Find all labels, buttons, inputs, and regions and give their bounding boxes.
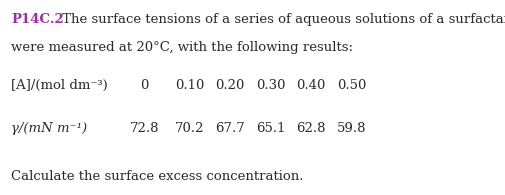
- Text: were measured at 20°C, with the following results:: were measured at 20°C, with the followin…: [11, 41, 352, 54]
- Text: 72.8: 72.8: [129, 122, 159, 135]
- Text: 65.1: 65.1: [256, 122, 285, 135]
- Text: P14C.2: P14C.2: [11, 13, 64, 26]
- Text: 59.8: 59.8: [336, 122, 366, 135]
- Text: 62.8: 62.8: [296, 122, 325, 135]
- Text: [A]/(mol dm⁻³): [A]/(mol dm⁻³): [11, 79, 108, 92]
- Text: 0.20: 0.20: [215, 79, 244, 92]
- Text: 0: 0: [140, 79, 148, 92]
- Text: 0.50: 0.50: [336, 79, 366, 92]
- Text: The surface tensions of a series of aqueous solutions of a surfactant A: The surface tensions of a series of aque…: [58, 13, 505, 26]
- Text: γ/(mN m⁻¹): γ/(mN m⁻¹): [11, 122, 87, 135]
- Text: 0.10: 0.10: [175, 79, 204, 92]
- Text: 0.40: 0.40: [296, 79, 325, 92]
- Text: 70.2: 70.2: [175, 122, 204, 135]
- Text: 0.30: 0.30: [256, 79, 285, 92]
- Text: 67.7: 67.7: [215, 122, 244, 135]
- Text: Calculate the surface excess concentration.: Calculate the surface excess concentrati…: [11, 170, 303, 183]
